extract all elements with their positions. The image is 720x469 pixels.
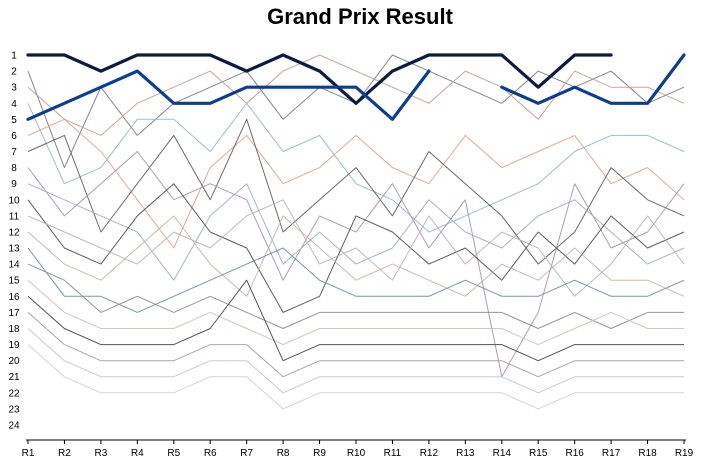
x-tick-label: R9 [313,448,326,459]
series-line-7 [27,183,685,281]
x-tick-label: R1 [22,448,35,459]
y-tick-label: 10 [8,195,20,206]
y-tick-label: 11 [9,211,20,222]
x-tick-label: R10 [347,448,366,459]
y-tick-label: 13 [8,244,20,255]
y-tick-label: 6 [11,131,17,142]
y-tick-label: 24 [8,421,20,432]
y-tick-label: 14 [8,260,20,271]
series-line-2 [27,54,685,136]
y-tick-label: 22 [8,388,20,399]
series-line-8 [27,183,685,313]
series-line-13 [27,279,684,346]
y-tick-label: 17 [8,308,20,319]
y-tick-label: 1 [11,51,17,62]
y-tick-label: 12 [8,227,20,238]
x-tick-label: R15 [529,448,548,459]
highlight-series-line-3 [500,53,686,105]
y-tick-label: 8 [11,163,17,174]
series-line-12 [27,263,684,329]
y-tick-label: 2 [11,67,17,78]
highlight-series-line-2 [26,69,431,121]
series-line-11 [27,247,685,313]
y-tick-label: 16 [8,292,20,303]
series-line-1 [27,54,685,169]
series-line-3 [27,102,685,233]
series-line-9 [27,199,685,297]
y-tick-label: 23 [8,404,20,415]
series-line-6 [27,151,685,378]
y-tick-label: 20 [8,356,20,367]
chart-title: Grand Prix Result [267,4,453,29]
series-line-16 [27,328,684,394]
x-tick-label: R11 [384,448,402,459]
series-line-14 [27,279,684,362]
x-tick-label: R12 [420,448,439,459]
series-line-10 [27,215,685,297]
x-tick-label: R16 [565,448,584,459]
series-line-5 [27,118,685,265]
x-tick-label: R3 [94,448,107,459]
x-tick-label: R8 [277,448,290,459]
x-tick-label: R14 [493,448,512,459]
x-tick-label: R6 [204,448,217,459]
x-tick-label: R18 [638,448,657,459]
x-tick-label: R19 [675,448,694,459]
x-tick-label: R5 [167,448,180,459]
x-tick-label: R2 [58,448,71,459]
y-tick-label: 5 [11,115,17,126]
x-tick-label: R13 [456,448,475,459]
y-tick-label: 9 [11,179,17,190]
series-line-15 [27,312,684,378]
x-tick-label: R4 [131,448,144,459]
y-tick-label: 15 [8,276,20,287]
x-tick-label: R17 [602,448,621,459]
series-line-4 [27,118,685,249]
highlight-series-line-1 [26,53,613,105]
y-tick-label: 18 [8,324,20,335]
y-tick-label: 3 [11,83,17,94]
series-line-17 [27,344,684,410]
y-tick-label: 19 [8,340,20,351]
y-tick-label: 7 [11,147,17,158]
x-tick-label: R7 [240,448,253,459]
y-tick-label: 4 [11,99,17,110]
y-tick-label: 21 [8,372,20,383]
